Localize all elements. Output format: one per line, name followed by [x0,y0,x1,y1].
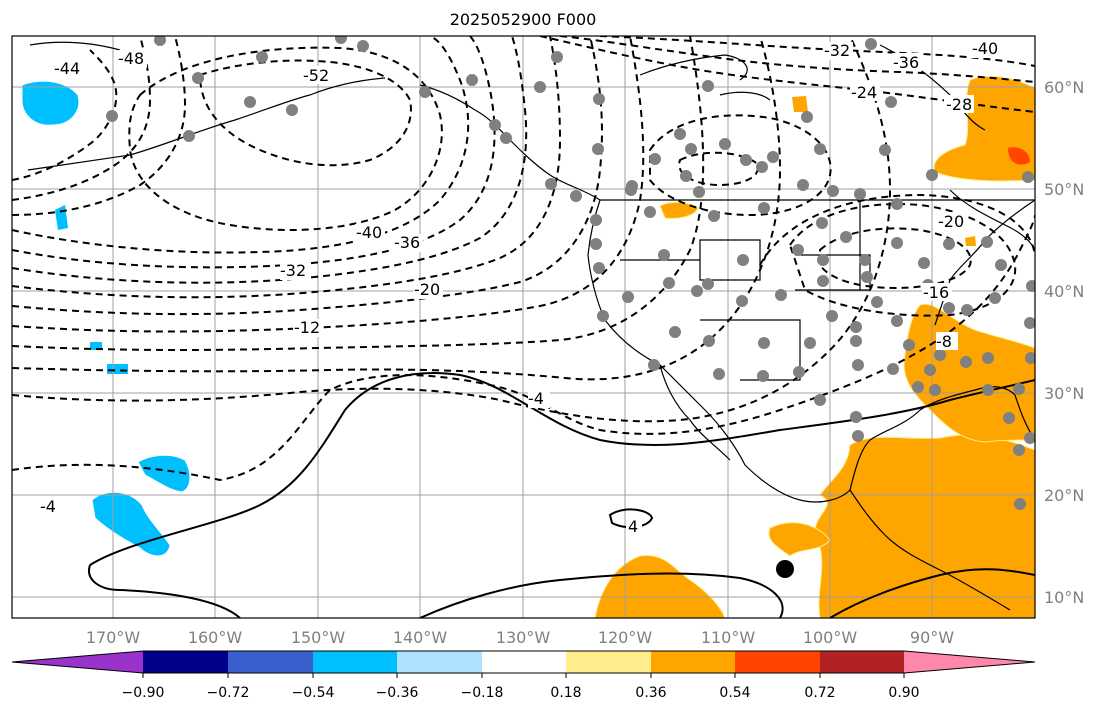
colorbar-segment [566,651,651,673]
contour-label-group: -44 -48 -52 -32 -36 -40 -24 -28 -40 -36 … [40,39,1002,536]
map-plot-area: -44 -48 -52 -32 -36 -40 -24 -28 -40 -36 … [12,36,1035,618]
orange-region-pacific [594,554,726,618]
colorbar-segment [820,651,904,673]
contour-label: -16 [923,283,949,302]
blue-region-small-3 [107,364,128,374]
contour-label: -4 [528,389,544,408]
colorbar-segment [12,651,143,673]
lat-label: 20°N [1044,486,1084,505]
lat-label: 10°N [1044,588,1084,607]
contour-label: -36 [893,53,919,72]
lat-label: 40°N [1044,282,1084,301]
contour-label: -52 [303,66,329,85]
station-dots [106,36,1035,510]
lat-label: 50°N [1044,180,1084,199]
colorbar-tick: 0.72 [804,685,835,701]
contour-label: -36 [394,233,420,252]
colorbar-tick: −0.90 [122,685,165,701]
colorbar-tick: 0.18 [550,685,581,701]
lon-label: 170°W [86,628,141,647]
contour-label: -4 [40,497,56,516]
lon-label: 110°W [701,628,756,647]
contour-label: -24 [851,83,877,102]
colorbar-segment [228,651,313,673]
lon-label: 100°W [803,628,858,647]
colorbar-tick: 0.36 [635,685,666,701]
colorbar: −0.90 −0.72 −0.54 −0.36 −0.18 0.18 0.36 … [11,650,1036,701]
colorbar-tick: −0.72 [207,685,250,701]
contour-label: -8 [936,332,952,351]
lon-label: 140°W [393,628,448,647]
orange-region-greatlakes [965,236,976,246]
colorbar-tick: −0.54 [292,685,335,701]
storm-center-marker [776,560,794,578]
contour-label: -12 [294,318,320,337]
longitude-labels: 170°W 160°W 150°W 140°W 130°W 120°W 110°… [86,628,954,647]
lon-label: 160°W [188,628,243,647]
blue-region-small-2 [90,342,102,350]
lon-label: 150°W [291,628,346,647]
orange-region-southeast-us [903,303,1035,443]
blue-region-bering [21,80,80,126]
colorbar-tick: −0.36 [376,685,419,701]
lon-label: 130°W [496,628,551,647]
colorbar-segment [143,651,228,673]
colorbar-tick: 0.90 [888,685,919,701]
colorbar-segment [397,651,482,673]
lat-label: 60°N [1044,78,1084,97]
contour-label: -40 [356,223,382,242]
latitude-labels: 60°N 50°N 40°N 30°N 20°N 10°N [1044,78,1084,607]
red-region-hudson [1008,147,1030,165]
colorbar-segment [313,651,397,673]
contour-label: -20 [414,280,440,299]
map-title: 2025052900 F000 [449,10,597,29]
colorbar-segment [651,651,735,673]
orange-region-mexico-coast [768,522,831,557]
colorbar-tick: 0.54 [719,685,750,701]
contour-label: -44 [54,59,80,78]
colorbar-segment [735,651,820,673]
contour-label: -28 [946,95,972,114]
map-frame [11,35,1036,619]
contour-label: -32 [280,261,306,280]
contour-label: -20 [938,212,964,231]
lat-label: 30°N [1044,384,1084,403]
orange-region-central-america [814,434,1035,618]
contour-label: 4 [628,517,638,536]
contour-label: -48 [118,49,144,68]
shading-negative [21,80,191,557]
blue-region-hawaii-north [137,454,191,493]
lon-label: 120°W [598,628,653,647]
negative-contours [12,36,1035,482]
colorbar-segment [482,651,566,673]
orange-region-canada [792,96,808,112]
shading-positive [594,75,1035,618]
orange-region-hudson [933,75,1035,182]
contour-label: -40 [972,39,998,58]
orange-region-rockies [659,201,699,219]
contour-label: -32 [824,41,850,60]
blue-region-small-1 [55,205,68,230]
coastlines [27,41,1035,611]
colorbar-tick: −0.18 [461,685,504,701]
colorbar-segment [904,651,1035,673]
lon-label: 90°W [910,628,954,647]
